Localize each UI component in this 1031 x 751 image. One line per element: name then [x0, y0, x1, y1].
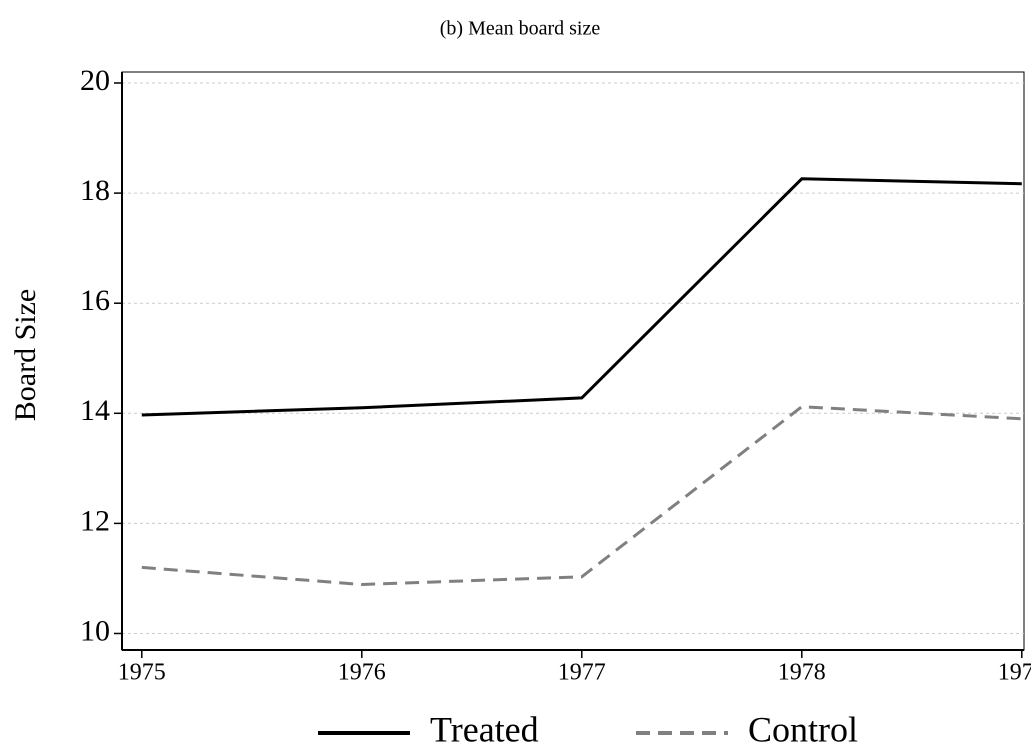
y-tick-label: 12 — [80, 504, 110, 537]
line-series — [141, 177, 1022, 417]
chart-title: (b) Mean board size — [440, 18, 601, 40]
legend-label: Treated — [430, 709, 539, 749]
x-tick-label: 1976 — [338, 660, 386, 686]
x-tick-label: 1979 — [998, 660, 1031, 686]
line-series — [141, 405, 1022, 586]
x-tick-label: 1978 — [778, 660, 826, 686]
x-tick-label: 1977 — [558, 660, 606, 686]
y-tick-label: 20 — [80, 64, 110, 97]
y-tick-label: 10 — [80, 614, 110, 647]
y-axis-label: Board Size — [9, 289, 42, 421]
y-tick-label: 16 — [80, 284, 110, 317]
y-tick-label: 18 — [80, 174, 110, 207]
x-tick-label: 1975 — [118, 660, 166, 686]
plot-frame — [121, 71, 1025, 651]
y-tick-label: 14 — [80, 394, 110, 427]
legend-label: Control — [748, 709, 858, 749]
